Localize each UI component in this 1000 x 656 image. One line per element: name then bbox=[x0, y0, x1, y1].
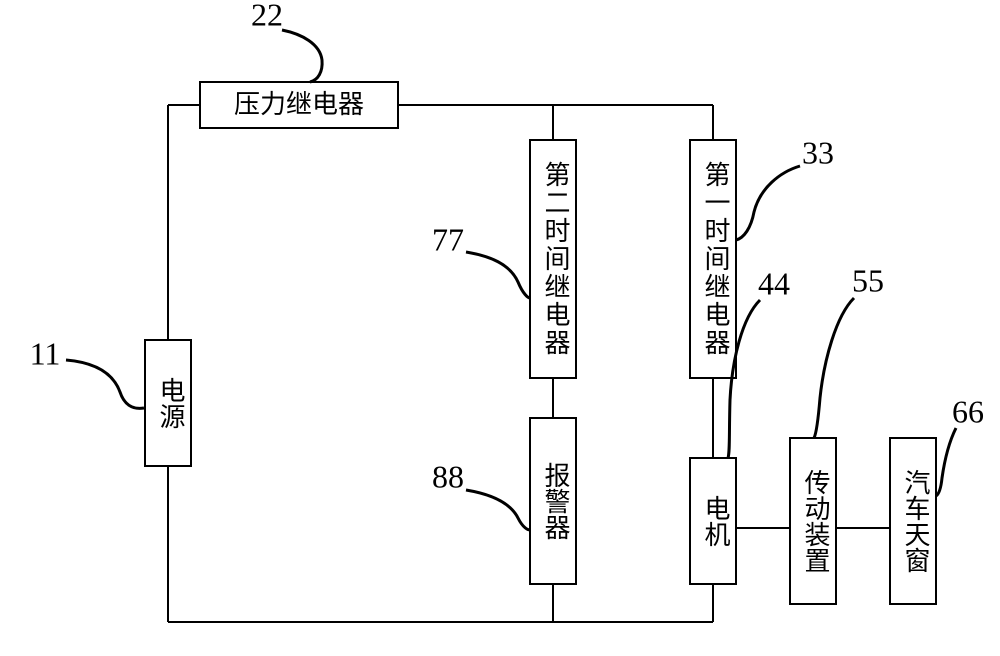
ref-33-lead bbox=[736, 166, 800, 240]
node-timer2-label: 第二时间继电器 bbox=[541, 161, 570, 357]
ref-66-lead bbox=[936, 428, 956, 496]
node-alarm: 报警器 bbox=[530, 418, 576, 584]
node-transmission: 传动装置 bbox=[790, 438, 836, 604]
ref-11-lead bbox=[66, 360, 144, 408]
node-pressure-relay-label: 压力继电器 bbox=[234, 90, 364, 119]
ref-77-text: 77 bbox=[432, 221, 464, 257]
ref-22: 22 bbox=[251, 0, 322, 82]
ref-22-lead bbox=[282, 30, 322, 82]
node-power-label: 电源 bbox=[156, 377, 185, 429]
block-diagram: 电源 压力继电器 第二时间继电器 第一时间继电器 报警器 电机 传动装置 汽车天… bbox=[0, 0, 1000, 656]
ref-88: 88 bbox=[432, 458, 530, 530]
node-power: 电源 bbox=[145, 340, 191, 466]
ref-55-text: 55 bbox=[852, 262, 884, 298]
node-alarm-label: 报警器 bbox=[541, 462, 570, 540]
node-motor-label: 电机 bbox=[701, 495, 730, 547]
node-sunroof: 汽车天窗 bbox=[890, 438, 936, 604]
ref-88-lead bbox=[466, 490, 530, 530]
ref-77: 77 bbox=[432, 221, 530, 298]
ref-88-text: 88 bbox=[432, 458, 464, 494]
ref-66: 66 bbox=[936, 393, 984, 496]
ref-33-text: 33 bbox=[802, 134, 834, 170]
node-pressure-relay: 压力继电器 bbox=[200, 82, 398, 128]
node-sunroof-label: 汽车天窗 bbox=[901, 469, 930, 573]
ref-44: 44 bbox=[728, 265, 790, 458]
ref-33: 33 bbox=[736, 134, 834, 240]
node-timer1-label: 第一时间继电器 bbox=[701, 161, 730, 357]
node-timer2: 第二时间继电器 bbox=[530, 140, 576, 378]
ref-77-lead bbox=[466, 252, 530, 298]
ref-11: 11 bbox=[30, 335, 144, 408]
node-transmission-label: 传动装置 bbox=[801, 469, 830, 573]
ref-55-lead bbox=[814, 298, 854, 438]
node-motor: 电机 bbox=[690, 458, 736, 584]
ref-66-text: 66 bbox=[952, 393, 984, 429]
ref-55: 55 bbox=[814, 262, 884, 438]
ref-22-text: 22 bbox=[251, 0, 283, 32]
node-timer1: 第一时间继电器 bbox=[690, 140, 736, 378]
ref-44-text: 44 bbox=[758, 265, 790, 301]
ref-11-text: 11 bbox=[30, 335, 61, 371]
